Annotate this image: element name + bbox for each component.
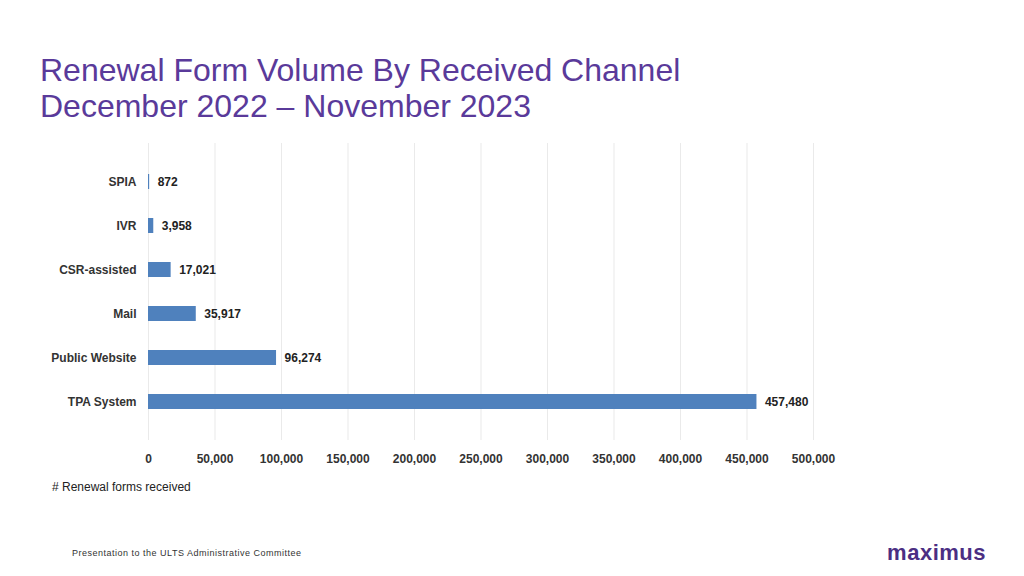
- svg-text:200,000: 200,000: [393, 452, 437, 466]
- svg-text:100,000: 100,000: [260, 452, 304, 466]
- svg-text:CSR-assisted: CSR-assisted: [59, 263, 136, 277]
- svg-text:400,000: 400,000: [659, 452, 703, 466]
- svg-text:457,480: 457,480: [765, 395, 809, 409]
- html-text:December 2022 – November 2023: December 2022 – November 2023: [40, 88, 531, 124]
- svg-text:0: 0: [145, 452, 152, 466]
- svg-text:500,000: 500,000: [792, 452, 836, 466]
- svg-text:50,000: 50,000: [197, 452, 234, 466]
- svg-text:Mail: Mail: [113, 307, 136, 321]
- svg-text:17,021: 17,021: [179, 263, 216, 277]
- svg-text:3,958: 3,958: [162, 219, 192, 233]
- svg-text:872: 872: [158, 175, 178, 189]
- html-text:# Renewal forms received: # Renewal forms received: [52, 480, 191, 494]
- svg-text:Public Website: Public Website: [51, 351, 136, 365]
- svg-text:300,000: 300,000: [526, 452, 570, 466]
- svg-text:SPIA: SPIA: [108, 175, 136, 189]
- svg-text:IVR: IVR: [116, 219, 136, 233]
- svg-text:96,274: 96,274: [285, 351, 322, 365]
- html-text:Presentation to the ULTS Admin: Presentation to the ULTS Administrative …: [72, 548, 302, 558]
- svg-text:TPA System: TPA System: [68, 395, 137, 409]
- html-text:Renewal Form Volume By Receive: Renewal Form Volume By Received Channel: [40, 52, 681, 88]
- svg-text:150,000: 150,000: [326, 452, 370, 466]
- html-text:maximus: maximus: [887, 540, 986, 565]
- svg-text:250,000: 250,000: [459, 452, 503, 466]
- svg-text:350,000: 350,000: [592, 452, 636, 466]
- svg-text:35,917: 35,917: [204, 307, 241, 321]
- svg-text:450,000: 450,000: [725, 452, 769, 466]
